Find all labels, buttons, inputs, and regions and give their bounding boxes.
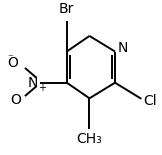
Text: O: O [11, 93, 21, 107]
Text: N: N [28, 76, 38, 90]
Text: Br: Br [59, 2, 75, 16]
Text: Cl: Cl [143, 94, 157, 108]
Text: ⁻: ⁻ [7, 53, 13, 63]
Text: O: O [8, 56, 19, 70]
Text: +: + [38, 83, 46, 93]
Text: N: N [118, 41, 128, 55]
Text: CH₃: CH₃ [77, 132, 102, 146]
